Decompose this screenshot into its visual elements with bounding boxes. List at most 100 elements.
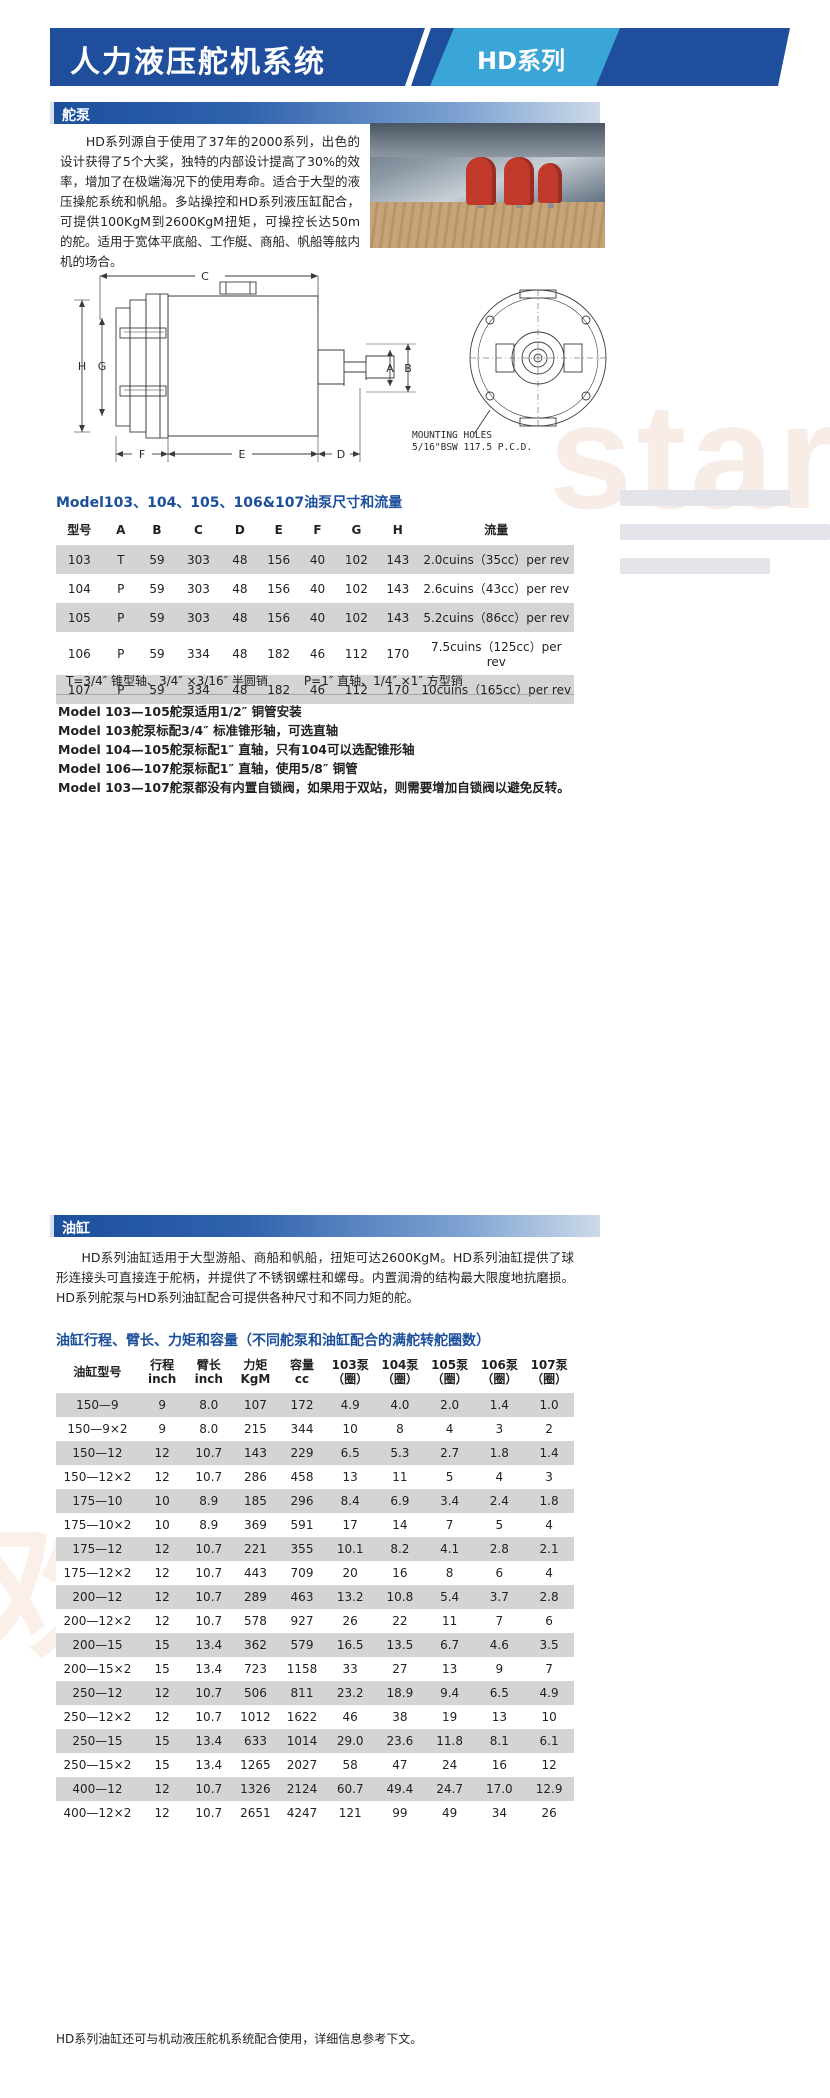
cylinder-value-cell: 4.6 — [474, 1633, 525, 1657]
mounting-note-line-1: MOUNTING HOLES — [412, 430, 492, 441]
cylinder-value-cell: 4 — [524, 1513, 574, 1537]
cylinder-value-cell: 4.9 — [524, 1681, 574, 1705]
pump-value-cell: 143 — [377, 603, 419, 632]
col-header-primary: 臂长 — [196, 1358, 221, 1372]
cylinder-value-cell: 13.4 — [185, 1657, 233, 1681]
col-header-primary: 容量 — [290, 1358, 315, 1372]
cylinder-value-cell: 10 — [138, 1489, 186, 1513]
col-header-unit: （圈） — [531, 1372, 568, 1386]
cylinder-value-cell: 1326 — [232, 1777, 279, 1801]
cylinder-value-cell: 286 — [232, 1465, 279, 1489]
col-header-unit: KgM — [240, 1372, 271, 1386]
cylinder-value-cell: 38 — [375, 1705, 425, 1729]
cylinder-value-cell: 16.5 — [325, 1633, 376, 1657]
pump-value-cell: 102 — [335, 544, 378, 574]
cylinder-value-cell: 3.4 — [424, 1489, 475, 1513]
pump-model-cell: 106 — [56, 632, 103, 675]
cylinder-value-cell: 12 — [138, 1801, 186, 1825]
cylinder-value-cell: 1.8 — [524, 1489, 574, 1513]
cylinder-value-cell: 2.1 — [524, 1537, 574, 1561]
cylinder-value-cell: 46 — [325, 1705, 376, 1729]
cylinder-value-cell: 2.4 — [474, 1489, 525, 1513]
cylinder-value-cell: 13.4 — [185, 1753, 233, 1777]
cylinder-value-cell: 14 — [375, 1513, 425, 1537]
cylinder-value-cell: 49 — [424, 1801, 475, 1825]
svg-text:H: H — [78, 360, 86, 373]
pump-value-cell: 170 — [377, 675, 419, 704]
cylinder-value-cell: 344 — [278, 1417, 326, 1441]
page-title: 人力液压舵机系统 — [70, 45, 326, 80]
cylinder-footnote: HD系列油缸还可与机动液压舵机系统配合使用，详细信息参考下文。 — [56, 2032, 423, 2046]
cylinder-model-cell: 150—9×2 — [56, 1417, 139, 1441]
cylinder-value-cell: 23.6 — [375, 1729, 425, 1753]
cylinder-value-cell: 8.9 — [185, 1513, 233, 1537]
cylinder-value-cell: 633 — [232, 1729, 279, 1753]
pump-value-cell: 156 — [257, 574, 300, 603]
pump-note-1: Model 103舵泵标配3/4″ 标准锥形轴，可选直轴 — [58, 723, 339, 738]
cylinder-value-cell: 369 — [232, 1513, 279, 1537]
photo-deck — [370, 202, 605, 248]
svg-text:F: F — [139, 448, 145, 461]
cylinder-value-cell: 10.7 — [185, 1801, 233, 1825]
table-header-row: 型号 A B C D E F G H 流量 — [56, 515, 574, 545]
cylinder-value-cell: 10 — [524, 1705, 574, 1729]
cylinder-value-cell: 2124 — [278, 1777, 326, 1801]
cylinder-value-cell: 3.5 — [524, 1633, 574, 1657]
cylinder-value-cell: 10 — [325, 1417, 376, 1441]
svg-text:G: G — [98, 360, 107, 373]
col-header-unit: inch — [148, 1372, 177, 1386]
photo-helm-seat — [504, 157, 534, 205]
table-row: 104 P 59 303 48 156 40 102 143 2.6cuins（43cc）per … — [56, 574, 574, 603]
cylinder-value-cell: 17.0 — [474, 1777, 525, 1801]
table-row: 150—9×2 9 8.0 215 344 10 8 4 3 2 — [56, 1417, 574, 1441]
cylinder-table-title: 油缸行程、臂长、力矩和容量（不同舵泵和油缸配合的满舵转舵圈数） — [56, 1333, 490, 1349]
cylinder-value-cell: 17 — [325, 1513, 376, 1537]
cylinder-value-cell: 12 — [138, 1441, 186, 1465]
mounting-note-line-2: 5/16"BSW 117.5 P.C.D. — [412, 442, 532, 453]
cylinder-model-cell: 200—12 — [56, 1585, 139, 1609]
cylinder-value-cell: 12 — [138, 1465, 186, 1489]
page-header-banner: 人力液压舵机系统 HD系列 — [0, 28, 830, 86]
technical-drawing: C H G A B F E D MOUNTING HOLES 5/16"BSW … — [60, 258, 620, 473]
col-header-unit: （圈） — [481, 1372, 518, 1386]
cylinder-value-cell: 927 — [278, 1609, 326, 1633]
cylinder-value-cell: 362 — [232, 1633, 279, 1657]
table-row: 105 P 59 303 48 156 40 102 143 5.2cuins（86cc）per … — [56, 603, 574, 632]
cylinder-value-cell: 7 — [424, 1513, 475, 1537]
col-header-primary: 力矩 — [243, 1358, 268, 1372]
cylinder-value-cell: 11 — [375, 1465, 425, 1489]
cylinder-value-cell: 591 — [278, 1513, 326, 1537]
table-header-row: 油缸型号 行程 inch 臂长 inch 力矩 KgM 容量 cc 103泵 （圈） 104泵 （圈） 1… — [56, 1352, 574, 1393]
pump-value-cell: 303 — [175, 544, 222, 574]
pump-value-cell: 59 — [138, 632, 176, 675]
col-header-unit: （圈） — [381, 1372, 418, 1386]
table-row: 175—12 12 10.7 221 355 10.1 8.2 4.1 2.8 2.1 — [56, 1537, 574, 1561]
pump-note-4: Model 103—107舵泵都没有内置自锁阀，如果用于双站，则需要增加自锁阀以… — [58, 780, 570, 795]
cylinder-model-cell: 200—15×2 — [56, 1657, 139, 1681]
cylinder-value-cell: 2027 — [278, 1753, 326, 1777]
pump-table-title: Model103、104、105、106&107油泵尺寸和流量 — [56, 495, 403, 511]
table-row: 106 P 59 334 48 182 46 112 170 7.5cuins（125cc）per… — [56, 632, 574, 675]
svg-text:D: D — [337, 448, 345, 461]
svg-text:C: C — [201, 270, 209, 283]
pump-value-cell: 40 — [299, 603, 336, 632]
photo-helm-seat — [538, 163, 562, 203]
cylinder-value-cell: 13.4 — [185, 1633, 233, 1657]
pump-value-cell: 48 — [221, 574, 258, 603]
cylinder-value-cell: 10.7 — [185, 1537, 233, 1561]
cylinder-value-cell: 12 — [138, 1561, 186, 1585]
col-header-primary: 106泵 — [480, 1358, 518, 1372]
pump-value-cell: 156 — [257, 544, 300, 574]
cylinder-value-cell: 185 — [232, 1489, 279, 1513]
cylinder-value-cell: 11 — [424, 1609, 475, 1633]
cylinder-value-cell: 2.8 — [524, 1585, 574, 1609]
cylinder-value-cell: 221 — [232, 1537, 279, 1561]
pump-value-cell: 2.6cuins（43cc）per rev — [418, 574, 574, 603]
pump-col-header-2: B — [138, 515, 176, 545]
cylinder-model-cell: 200—12×2 — [56, 1609, 139, 1633]
cylinder-value-cell: 4 — [524, 1561, 574, 1585]
cylinder-value-cell: 10 — [138, 1513, 186, 1537]
table-row: 103 T 59 303 48 156 40 102 143 2.0cuins（35cc）per … — [56, 544, 574, 574]
cylinder-model-cell: 250—12 — [56, 1681, 139, 1705]
pump-value-cell: T — [102, 544, 139, 574]
